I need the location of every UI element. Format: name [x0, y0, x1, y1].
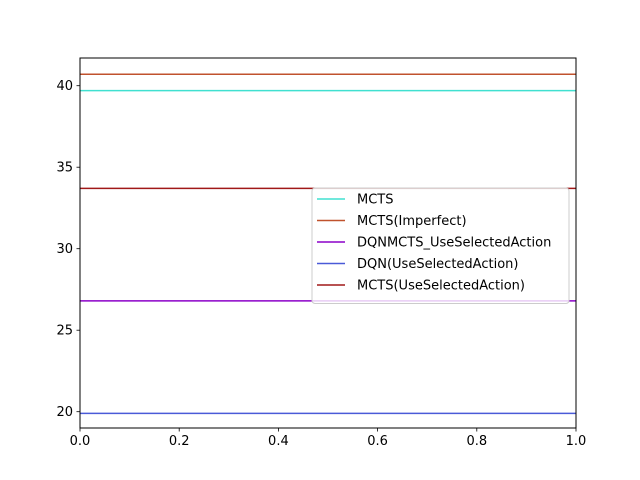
legend-box: [311, 187, 570, 304]
legend: MCTS MCTS(Imperfect) DQNMCTS_UseSelectedAc…: [311, 187, 570, 304]
y-axis: 20 25 30 35 40: [56, 79, 80, 420]
y-tick-label: 20: [56, 405, 73, 420]
x-tick-label: 0.2: [169, 434, 190, 449]
x-tick-label: 0.0: [70, 434, 91, 449]
legend-label-3: DQN(UseSelectedAction): [357, 257, 518, 272]
legend-label-4: MCTS(UseSelectedAction): [357, 279, 525, 294]
y-tick-label: 40: [56, 79, 73, 94]
y-tick-label: 35: [56, 161, 73, 176]
y-tick-label: 25: [56, 324, 73, 339]
plot-frame: [79, 57, 577, 429]
x-tick-label: 0.6: [367, 434, 388, 449]
x-tick-label: 0.8: [466, 434, 487, 449]
x-axis: 0.0 0.2 0.4 0.6 0.8 1.0: [70, 428, 587, 449]
legend-label-0: MCTS: [357, 193, 394, 208]
legend-label-2: DQNMCTS_UseSelectedAction: [357, 236, 551, 251]
legend-label-1: MCTS(Imperfect): [357, 214, 467, 229]
y-tick-label: 30: [56, 242, 73, 257]
x-tick-label: 0.4: [268, 434, 289, 449]
x-tick-label: 1.0: [566, 434, 587, 449]
